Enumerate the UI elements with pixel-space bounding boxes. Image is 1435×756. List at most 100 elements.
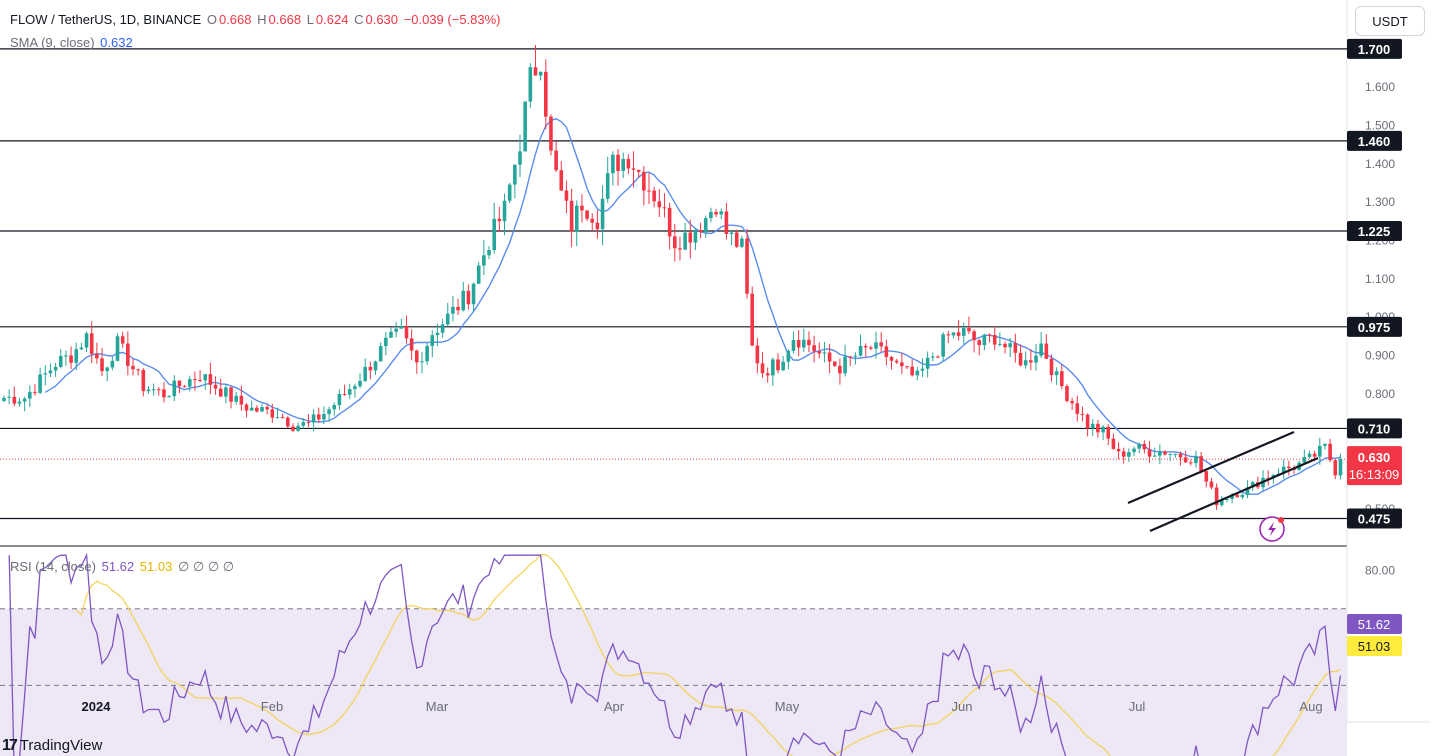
- candle: [719, 208, 724, 220]
- candle: [1328, 438, 1332, 463]
- candle: [1106, 423, 1111, 446]
- candle: [451, 295, 455, 322]
- candle: [1085, 413, 1090, 437]
- candle: [838, 358, 842, 385]
- svg-text:0.475: 0.475: [1358, 512, 1391, 527]
- candle: [956, 320, 961, 341]
- candle: [1008, 338, 1012, 358]
- candle: [574, 200, 579, 247]
- candle: [435, 323, 440, 347]
- candle: [1132, 446, 1136, 456]
- candle: [110, 356, 115, 371]
- tradingview-logo[interactable]: 17 TradingView: [2, 737, 102, 755]
- channel-upper-line[interactable]: [1127, 430, 1295, 505]
- candle: [507, 182, 512, 204]
- candle: [89, 321, 94, 364]
- candle: [48, 363, 53, 378]
- candle: [729, 230, 734, 246]
- candle: [1158, 444, 1162, 464]
- candle: [595, 209, 600, 239]
- candle: [616, 149, 620, 186]
- price-tick-label: 0.900: [1365, 349, 1395, 363]
- candle: [1281, 459, 1286, 480]
- candle: [636, 169, 641, 178]
- level-price-tag: 0.475: [1347, 508, 1402, 529]
- candle: [286, 416, 290, 428]
- candle: [126, 331, 130, 376]
- candle: [389, 327, 393, 339]
- svg-text:0.975: 0.975: [1358, 320, 1391, 335]
- candle: [853, 352, 858, 365]
- time-tick-label: Apr: [604, 699, 625, 714]
- current-price-tag: 0.630 16:13:09: [1347, 446, 1402, 486]
- time-tick-label: Jul: [1129, 699, 1146, 714]
- rsi-legend: RSI (14, close) 51.62 51.03 ∅ ∅ ∅ ∅: [10, 559, 236, 575]
- candle: [373, 360, 378, 375]
- rsi-ma-value-tag: 51.03: [1347, 636, 1402, 656]
- candle: [1189, 459, 1193, 466]
- candle: [807, 331, 811, 353]
- time-tick-label: Mar: [426, 699, 449, 714]
- candle: [1090, 418, 1095, 436]
- candle: [1013, 333, 1018, 363]
- svg-text:51.03: 51.03: [1358, 639, 1391, 654]
- alert-bolt-icon[interactable]: [1259, 516, 1285, 542]
- candle: [544, 59, 548, 130]
- candle: [745, 228, 749, 299]
- candle: [1168, 453, 1172, 462]
- candle: [187, 375, 192, 392]
- candle: [848, 355, 853, 367]
- sma-value: 0.632: [100, 35, 133, 50]
- candle: [1075, 395, 1080, 422]
- candle: [502, 193, 507, 236]
- candle: [1054, 367, 1059, 385]
- candle: [234, 391, 238, 405]
- rsi-line: [8, 552, 1342, 756]
- candle: [255, 405, 259, 413]
- rsi-label: RSI (14, close): [10, 559, 96, 574]
- time-tick-label: Jun: [952, 699, 973, 714]
- candle: [265, 404, 269, 415]
- candle: [791, 331, 796, 354]
- candle: [1147, 440, 1152, 463]
- candle: [1023, 351, 1028, 369]
- candle: [1049, 354, 1054, 382]
- candle: [404, 315, 409, 344]
- currency-button[interactable]: USDT: [1355, 6, 1425, 36]
- candle: [1101, 425, 1105, 441]
- candle: [301, 418, 306, 429]
- candle: [528, 63, 533, 108]
- symbol-legend: FLOW / TetherUS, 1D, BINANCE O 0.668 H 0.6…: [10, 12, 503, 27]
- candle: [1219, 495, 1224, 507]
- rsi-extra-values: ∅ ∅ ∅ ∅: [177, 559, 235, 574]
- candle: [487, 246, 491, 260]
- candle: [992, 326, 997, 350]
- candle: [420, 351, 424, 374]
- candle: [1266, 470, 1270, 486]
- candle: [151, 383, 156, 396]
- candle: [513, 164, 517, 199]
- candle: [1183, 450, 1188, 464]
- candle: [17, 397, 22, 407]
- candle: [239, 385, 244, 411]
- candle: [559, 161, 564, 192]
- candle: [229, 386, 233, 409]
- candle: [136, 368, 140, 376]
- candle: [533, 45, 538, 76]
- candle: [523, 101, 527, 152]
- candle: [554, 141, 558, 172]
- candle: [95, 342, 99, 364]
- candle: [394, 322, 398, 338]
- channel-lower-line[interactable]: [1149, 456, 1319, 533]
- candle: [946, 330, 951, 343]
- candle: [812, 335, 816, 363]
- low-value: 0.624: [315, 12, 349, 27]
- candle: [910, 359, 914, 377]
- candle: [162, 382, 166, 403]
- candle: [332, 402, 337, 416]
- candle: [549, 114, 553, 156]
- time-tick-label: Feb: [261, 699, 283, 714]
- candle: [657, 189, 662, 217]
- candle: [33, 384, 37, 396]
